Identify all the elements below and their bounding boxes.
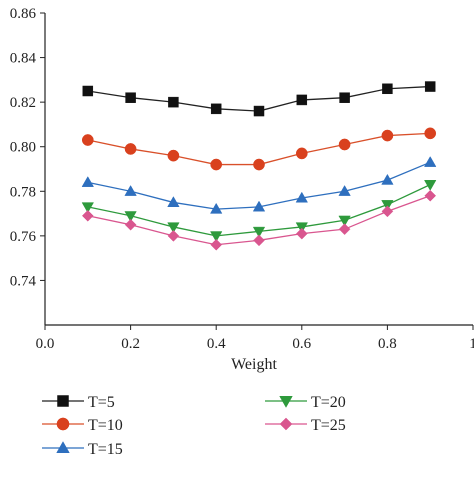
data-point <box>295 222 308 234</box>
data-point <box>381 200 394 211</box>
data-point <box>424 127 437 140</box>
data-point <box>167 222 180 234</box>
data-point <box>338 185 351 196</box>
data-point <box>381 205 394 218</box>
legend-marker <box>56 417 70 431</box>
data-point <box>210 238 223 251</box>
series-t-25 <box>81 189 437 251</box>
data-point <box>381 173 394 185</box>
data-point <box>296 94 308 106</box>
legend-item: T=15 <box>42 441 123 458</box>
series-t-20 <box>81 180 437 243</box>
data-point <box>210 158 223 171</box>
data-point <box>339 92 350 103</box>
legend-label: T=25 <box>311 417 346 434</box>
x-tick-label: 0.8 <box>378 336 397 352</box>
legend-label: T=20 <box>311 394 346 411</box>
data-point <box>252 226 266 238</box>
data-point <box>81 176 94 187</box>
x-tick-label: 0.2 <box>121 336 140 352</box>
data-point <box>424 156 437 167</box>
data-point <box>124 143 137 155</box>
data-point <box>167 196 180 207</box>
data-point <box>210 103 222 115</box>
data-point <box>124 218 137 231</box>
data-point <box>81 202 94 214</box>
legend-item: T=10 <box>42 417 123 434</box>
data-point <box>210 231 223 243</box>
data-point <box>81 209 94 222</box>
series-t-10 <box>81 127 437 171</box>
data-point <box>253 105 265 117</box>
data-point <box>252 200 266 212</box>
legend-marker <box>279 417 293 431</box>
y-tick-label: 0.84 <box>10 51 37 67</box>
legend-item: T=20 <box>265 394 346 411</box>
y-tick-label: 0.76 <box>10 229 37 245</box>
legend-item: T=5 <box>42 394 115 411</box>
legend-marker <box>57 395 69 407</box>
data-point <box>210 202 223 214</box>
data-point <box>167 230 180 242</box>
y-tick-label: 0.82 <box>10 95 36 111</box>
y-tick-label: 0.78 <box>10 184 36 200</box>
legend-label: T=10 <box>88 417 123 434</box>
data-point <box>424 81 436 92</box>
legend-marker <box>56 441 70 453</box>
data-point <box>338 223 351 236</box>
x-tick-label: 0.6 <box>292 336 311 352</box>
data-point <box>381 129 394 142</box>
data-point <box>295 191 308 203</box>
data-point <box>124 185 137 196</box>
data-point <box>168 96 179 108</box>
data-point <box>125 92 136 103</box>
data-point <box>424 189 437 202</box>
legend-label: T=15 <box>88 441 123 458</box>
x-tick-label: 0.0 <box>36 336 55 352</box>
x-axis-title: Weight <box>231 356 277 373</box>
data-point <box>382 83 393 95</box>
data-point <box>81 134 94 146</box>
legend-label: T=5 <box>88 394 115 411</box>
data-point <box>253 234 265 247</box>
axes: 0.74 0.76 0.78 0.80 0.82 0.84 0.86 0.0 0.2 0.4 0.6… <box>10 6 474 352</box>
y-tick-label: 0.74 <box>10 273 37 289</box>
series-t-15 <box>81 156 437 214</box>
data-point <box>338 215 351 227</box>
data-point <box>338 138 351 151</box>
data-point <box>295 147 308 160</box>
data-point <box>253 158 265 171</box>
data-point <box>167 149 180 162</box>
x-tick-label: 1 <box>469 336 474 352</box>
y-tick-label: 0.80 <box>10 140 36 156</box>
legend-item: T=25 <box>265 417 346 434</box>
series-t-5 <box>82 81 436 117</box>
data-point <box>424 180 437 191</box>
x-tick-label: 0.4 <box>207 336 226 352</box>
data-point <box>124 211 137 223</box>
data-point <box>82 85 94 97</box>
legend-marker <box>279 396 293 408</box>
series-layer <box>81 81 437 251</box>
data-point <box>295 227 308 240</box>
y-tick-label: 0.86 <box>10 6 37 22</box>
legend: T=5 T=10 T=15 T=20 T=25 <box>42 394 346 458</box>
